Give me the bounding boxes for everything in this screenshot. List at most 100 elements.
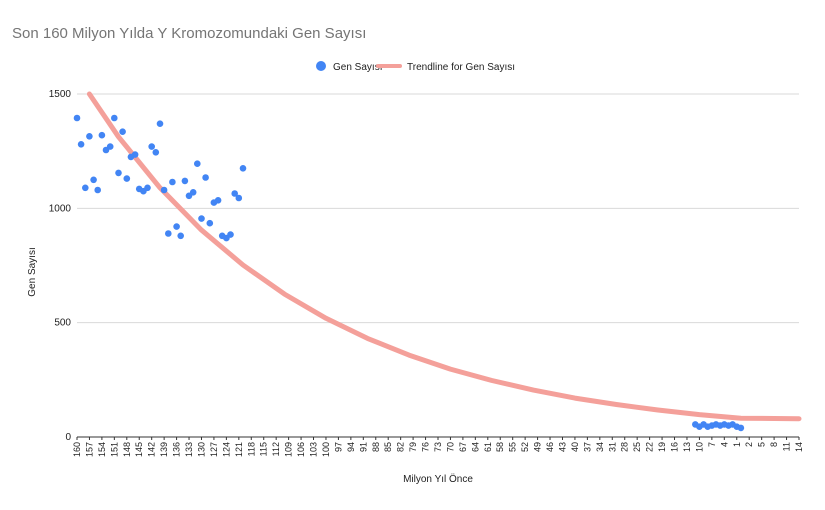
x-tick-label: 76 — [421, 442, 431, 452]
x-tick-label: 34 — [595, 442, 605, 452]
x-tick-label: 52 — [520, 442, 530, 452]
x-tick-label: 13 — [682, 442, 692, 452]
x-tick-label: 1 — [732, 442, 742, 447]
x-tick-label: 151 — [109, 442, 119, 457]
x-tick-label: 145 — [134, 442, 144, 457]
data-point — [156, 120, 164, 127]
x-tick-label: 91 — [358, 442, 368, 452]
x-tick-label: 85 — [383, 442, 393, 452]
x-tick-label: 106 — [296, 442, 306, 457]
data-point — [73, 114, 81, 122]
x-tick-label: 82 — [396, 442, 406, 452]
x-axis-label: Milyon Yıl Önce — [403, 473, 473, 485]
x-tick-label: 88 — [371, 442, 381, 452]
x-tick-label: 160 — [72, 442, 82, 457]
x-tick-label: 142 — [147, 442, 157, 457]
x-tick-label: 103 — [309, 442, 319, 457]
x-tick-label: 28 — [620, 442, 630, 452]
data-point — [160, 186, 168, 194]
x-tick-label: 7 — [707, 442, 717, 447]
x-tick-label: 109 — [284, 442, 294, 457]
data-point — [173, 223, 180, 230]
data-point — [189, 189, 197, 196]
x-tick-label: 94 — [346, 442, 356, 452]
x-tick-label: 14 — [794, 442, 804, 452]
data-point — [214, 197, 222, 204]
x-tick-label: 70 — [445, 442, 455, 452]
legend-label-gen-sayisi: Gen Sayısı — [333, 62, 382, 73]
data-points — [73, 114, 745, 432]
data-point — [123, 175, 131, 182]
legend-marker-gen-sayisi — [316, 61, 326, 71]
data-point — [227, 231, 234, 238]
x-tick-label: 25 — [632, 442, 642, 452]
trendline — [86, 91, 802, 422]
data-point — [86, 133, 93, 140]
x-tick-label: 97 — [333, 442, 343, 452]
data-point — [131, 151, 139, 158]
x-tick-label: 112 — [271, 442, 281, 456]
y-tick-label: 1500 — [49, 89, 72, 100]
x-tick-label: 154 — [97, 442, 107, 457]
x-tick-label: 16 — [670, 442, 680, 452]
x-tick-label: 58 — [495, 442, 505, 452]
data-point — [194, 160, 201, 167]
x-tick-label: 43 — [557, 442, 567, 452]
x-tick-label: 148 — [122, 442, 132, 457]
data-point — [144, 184, 151, 192]
legend: Gen Sayısı Trendline for Gen Sayısı — [316, 61, 515, 73]
data-point — [235, 194, 243, 202]
x-tick-label: 115 — [259, 442, 269, 456]
x-tick-label: 11 — [782, 442, 792, 451]
x-tick-label: 133 — [184, 442, 194, 457]
data-point — [90, 176, 97, 184]
y-tick-label: 1000 — [49, 203, 72, 214]
x-tick-label: 2 — [744, 442, 754, 447]
data-point — [198, 215, 205, 222]
chart-title: Son 160 Milyon Yılda Y Kromozomundaki Ge… — [12, 25, 366, 42]
y-axis-label: Gen Sayısı — [27, 247, 38, 296]
x-tick-label: 5 — [757, 442, 767, 447]
x-axis-ticks: 160 157 154 151 148 145 142 139 136 133 130 127 124 1… — [72, 437, 804, 457]
x-tick-label: 22 — [645, 442, 655, 452]
y-tick-label: 500 — [54, 318, 71, 329]
data-point — [737, 424, 745, 432]
x-tick-label: 49 — [533, 442, 543, 452]
data-point — [94, 186, 101, 194]
data-point — [169, 178, 176, 186]
x-tick-label: 139 — [159, 442, 169, 457]
y-tick-label: 0 — [65, 432, 71, 443]
x-tick-label: 127 — [209, 442, 219, 457]
x-tick-label: 31 — [607, 442, 617, 452]
x-tick-label: 37 — [582, 442, 592, 452]
x-tick-label: 130 — [196, 442, 206, 457]
data-point — [77, 141, 85, 148]
x-tick-label: 8 — [769, 442, 779, 447]
legend-label-trendline: Trendline for Gen Sayısı — [407, 62, 515, 73]
gridlines — [77, 93, 799, 438]
x-tick-label: 19 — [657, 442, 667, 452]
data-point — [181, 177, 189, 185]
x-tick-label: 61 — [483, 442, 493, 452]
x-tick-label: 79 — [408, 442, 418, 452]
x-tick-label: 40 — [570, 442, 580, 452]
x-tick-label: 4 — [719, 442, 729, 447]
x-tick-label: 100 — [321, 442, 331, 457]
x-tick-label: 118 — [246, 442, 256, 456]
data-point — [239, 165, 247, 172]
y-axis-ticks: 0 500 1000 1500 — [49, 89, 72, 443]
data-point — [202, 174, 209, 181]
x-tick-label: 67 — [458, 442, 468, 452]
data-point — [119, 128, 126, 135]
data-point — [106, 143, 114, 150]
data-point — [206, 219, 214, 227]
trendline-path — [86, 91, 802, 422]
x-tick-label: 64 — [470, 442, 480, 452]
x-tick-label: 10 — [694, 442, 704, 452]
x-tick-label: 46 — [545, 442, 555, 452]
data-point — [231, 190, 238, 197]
x-tick-label: 55 — [508, 442, 518, 452]
x-tick-label: 124 — [221, 442, 231, 457]
data-point — [111, 114, 118, 122]
